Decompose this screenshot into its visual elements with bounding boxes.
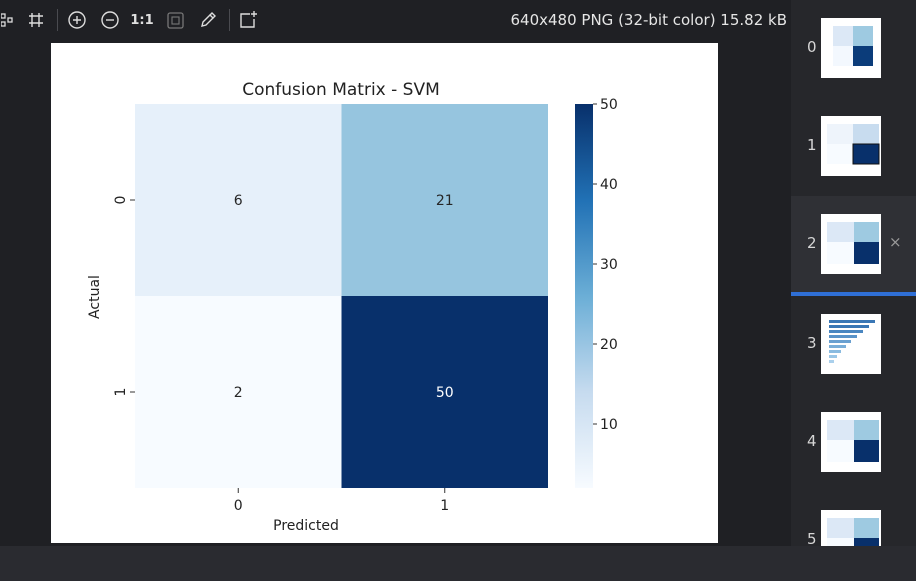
thumbnail-image bbox=[821, 510, 881, 546]
toolbar-separator bbox=[229, 9, 230, 31]
x-tick-label: 0 bbox=[234, 498, 243, 514]
thumbnail-strip[interactable]: 0 1 2 × 3 4 5 bbox=[791, 0, 916, 546]
thumbnail-image bbox=[821, 18, 881, 78]
heatmap-cell bbox=[135, 104, 342, 296]
colorbar-tick-label: 50 bbox=[600, 97, 618, 113]
thumbnail-item[interactable]: 5 bbox=[791, 492, 916, 546]
cell-value-label: 21 bbox=[436, 193, 454, 209]
thumbnail-item[interactable]: 1 bbox=[791, 98, 916, 196]
x-axis-label: Predicted bbox=[273, 518, 339, 534]
thumbnail-index: 3 bbox=[807, 334, 817, 352]
y-axis-label: Actual bbox=[87, 275, 103, 319]
colorbar-tick-label: 40 bbox=[600, 177, 618, 193]
toolbar: 1:1 640x480 PNG (32-bit color) 15.82 kB bbox=[0, 0, 791, 40]
colorbar bbox=[575, 104, 593, 488]
colorbar-tick-label: 20 bbox=[600, 337, 618, 353]
cell-value-label: 2 bbox=[234, 385, 243, 401]
thumbnail-image bbox=[821, 116, 881, 176]
colorbar-tick-label: 10 bbox=[600, 417, 618, 433]
thumbnail-index: 2 bbox=[807, 234, 817, 252]
cell-value-label: 50 bbox=[436, 385, 454, 401]
close-icon[interactable]: × bbox=[889, 233, 902, 251]
confusion-matrix-chart: Confusion Matrix - SVM 6 212 50 0 101 Predi… bbox=[87, 80, 618, 534]
image-info: 640x480 PNG (32-bit color) 15.82 kB bbox=[510, 11, 788, 29]
nodes-icon[interactable] bbox=[0, 8, 14, 32]
colorbar-tick-label: 30 bbox=[600, 257, 618, 273]
thumbnail-item[interactable]: 3 bbox=[791, 296, 916, 394]
zoom-out-icon[interactable] bbox=[99, 8, 121, 32]
thumbnail-index: 5 bbox=[807, 530, 817, 546]
toolbar-separator bbox=[57, 9, 58, 31]
cell-value-label: 6 bbox=[234, 193, 243, 209]
zoom-in-icon[interactable] bbox=[66, 8, 88, 32]
y-tick-label: 1 bbox=[113, 388, 129, 397]
chart-title: Confusion Matrix - SVM bbox=[242, 80, 440, 100]
thumbnail-image bbox=[821, 412, 881, 472]
thumbnail-index: 0 bbox=[807, 38, 817, 56]
thumbnail-item-active[interactable]: 2 × bbox=[791, 196, 916, 294]
thumbnail-index: 4 bbox=[807, 432, 817, 450]
crop-icon[interactable] bbox=[26, 8, 46, 32]
heatmap-cell bbox=[341, 296, 548, 488]
x-tick-label: 1 bbox=[440, 498, 449, 514]
thumbnail-index: 1 bbox=[807, 136, 817, 154]
fit-icon[interactable] bbox=[165, 8, 185, 32]
thumbnail-item[interactable]: 4 bbox=[791, 394, 916, 492]
eyedropper-icon[interactable] bbox=[197, 8, 219, 32]
heatmap-cell bbox=[135, 296, 342, 488]
active-indicator bbox=[791, 292, 916, 296]
y-tick-label: 0 bbox=[113, 196, 129, 205]
thumbnail-image bbox=[821, 214, 881, 274]
thumbnail-image bbox=[821, 314, 881, 374]
zoom-actual-button[interactable]: 1:1 bbox=[130, 12, 154, 28]
heatmap-cell bbox=[341, 104, 548, 296]
status-bar bbox=[0, 546, 916, 581]
thumbnail-item[interactable]: 0 bbox=[791, 0, 916, 98]
add-frame-icon[interactable] bbox=[237, 8, 259, 32]
